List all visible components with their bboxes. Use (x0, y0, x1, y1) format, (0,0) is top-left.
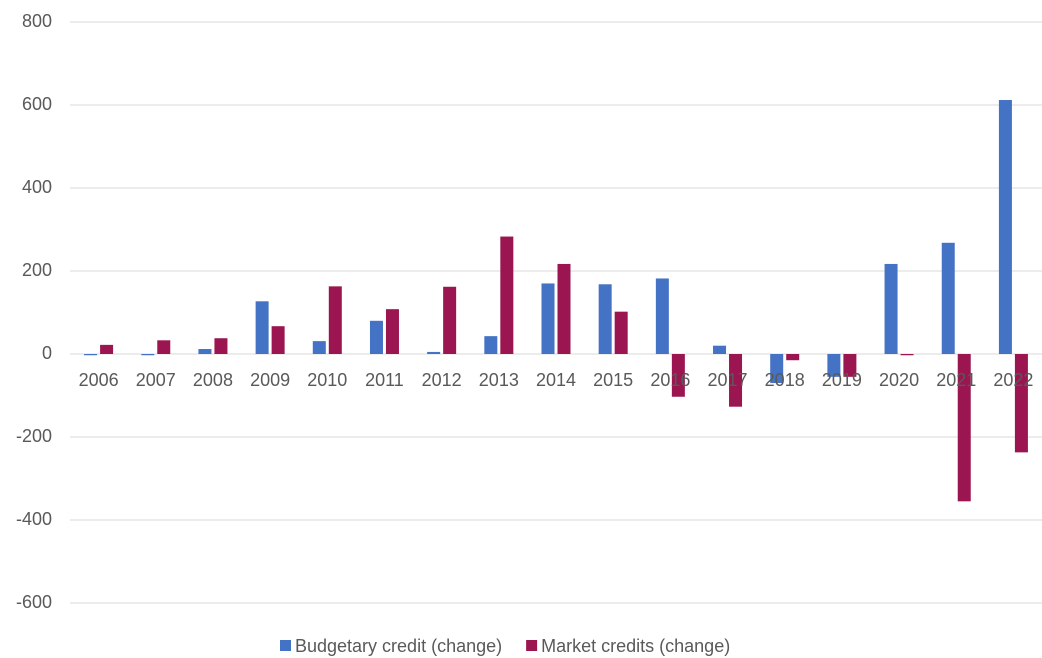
x-tick-label: 2009 (250, 370, 290, 390)
bar (941, 242, 955, 354)
legend-swatch (280, 640, 291, 651)
y-tick-label: 400 (22, 177, 52, 197)
x-tick-label: 2013 (479, 370, 519, 390)
x-tick-label: 2015 (593, 370, 633, 390)
bar (557, 263, 571, 354)
bar (141, 354, 155, 356)
bar (100, 344, 114, 354)
bar (385, 309, 399, 354)
bar (427, 351, 441, 354)
y-tick-label: 200 (22, 260, 52, 280)
bar (770, 354, 784, 384)
bar (328, 286, 342, 354)
bar (614, 311, 628, 354)
bar (655, 278, 669, 354)
x-tick-label: 2008 (193, 370, 233, 390)
bar (957, 354, 971, 502)
bar (500, 236, 514, 354)
x-tick-label: 2020 (879, 370, 919, 390)
bar (198, 349, 212, 354)
legend-label: Market credits (change) (541, 636, 730, 656)
bar (843, 354, 857, 377)
bar (1014, 354, 1028, 453)
x-tick-label: 2017 (708, 370, 748, 390)
bar (541, 283, 555, 354)
bar (214, 338, 228, 354)
bar (157, 340, 171, 354)
y-tick-label: -200 (16, 426, 52, 446)
x-tick-label: 2012 (422, 370, 462, 390)
bar (827, 354, 841, 377)
x-tick-label: 2007 (136, 370, 176, 390)
x-tick-label: 2014 (536, 370, 576, 390)
bar (255, 301, 269, 354)
x-tick-label: 2022 (993, 370, 1033, 390)
bar (884, 263, 898, 354)
bar (443, 286, 457, 354)
bar (900, 354, 914, 356)
bar (671, 354, 685, 397)
bar (312, 341, 326, 354)
y-tick-label: 600 (22, 94, 52, 114)
y-tick-label: 0 (42, 343, 52, 363)
bar (271, 326, 285, 354)
x-tick-label: 2019 (822, 370, 862, 390)
bar (998, 100, 1012, 355)
bar (369, 320, 383, 354)
bar (484, 336, 498, 354)
x-tick-label: 2006 (79, 370, 119, 390)
bar (786, 354, 800, 361)
y-tick-label: -600 (16, 592, 52, 612)
bar (729, 354, 743, 407)
bar (84, 354, 98, 356)
legend-swatch (526, 640, 538, 651)
x-tick-label: 2016 (650, 370, 690, 390)
x-tick-label: 2010 (307, 370, 347, 390)
x-tick-label: 2021 (936, 370, 976, 390)
bar (598, 284, 612, 354)
bar (713, 345, 727, 354)
y-tick-label: -400 (16, 509, 52, 529)
y-tick-label: 800 (22, 11, 52, 31)
legend-label: Budgetary credit (change) (295, 636, 502, 656)
x-tick-label: 2011 (365, 370, 404, 390)
x-tick-label: 2018 (765, 370, 805, 390)
